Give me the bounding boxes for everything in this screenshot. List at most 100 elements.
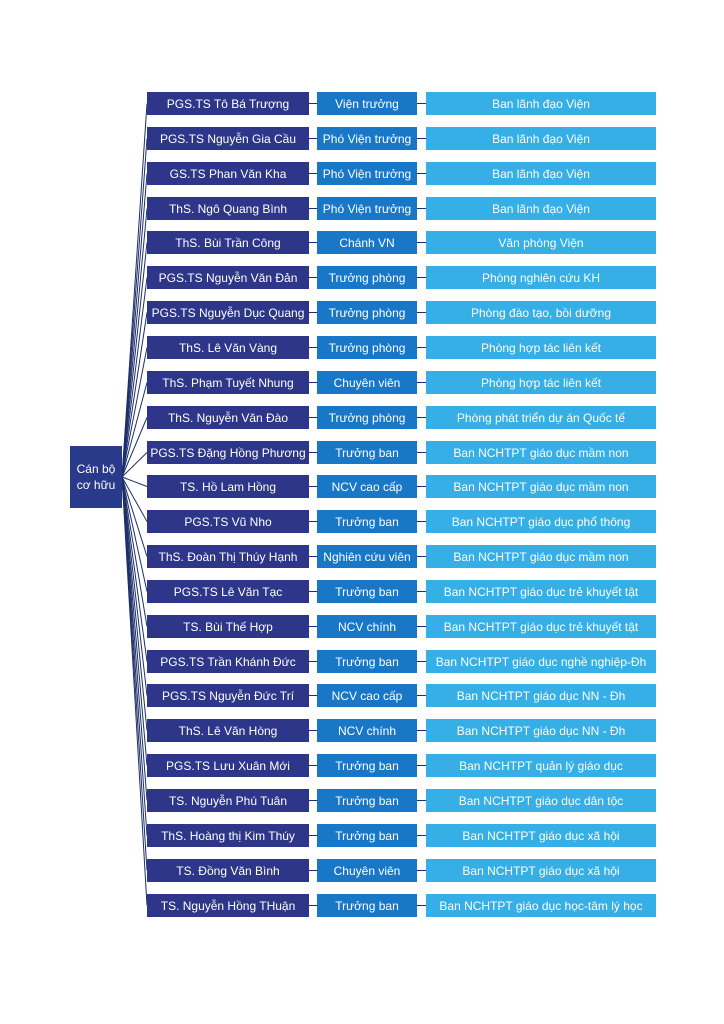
staff-department: Ban lãnh đạo Viện xyxy=(426,197,656,220)
staff-name: ThS. Bùi Trần Công xyxy=(147,231,309,254)
staff-row: PGS.TS Nguyễn Dục Quang Trưởng phòng Phòng… xyxy=(147,301,656,324)
staff-row: PGS.TS Tô Bá Trượng Viện trưởng Ban lãnh đ… xyxy=(147,92,656,115)
staff-role: Chánh VN xyxy=(317,231,417,254)
root-node-can-bo-co-huu: Cán bộ cơ hữu xyxy=(70,446,122,508)
staff-name: TS. Nguyễn Hồng THuận xyxy=(147,894,309,917)
staff-department: Ban NCHTPT giáo dục NN - Đh xyxy=(426,719,656,742)
name-role-connector xyxy=(309,173,317,174)
staff-name: ThS. Lê Văn Hòng xyxy=(147,719,309,742)
name-role-connector xyxy=(309,800,317,801)
staff-name: TS. Nguyễn Phú Tuân xyxy=(147,789,309,812)
name-role-connector xyxy=(309,556,317,557)
role-dept-connector xyxy=(417,486,426,487)
staff-role: Nghiên cứu viên xyxy=(317,545,417,568)
role-dept-connector xyxy=(417,626,426,627)
staff-department: Phòng hợp tác liên kết xyxy=(426,336,656,359)
staff-role: Phó Viện trưởng xyxy=(317,197,417,220)
role-dept-connector xyxy=(417,312,426,313)
staff-row: PGS.TS Nguyễn Đức Trí NCV cao cấp Ban NCHT… xyxy=(147,684,656,707)
staff-row: TS. Bùi Thế Hợp NCV chính Ban NCHTPT giáo … xyxy=(147,615,656,638)
root-label-line1: Cán bộ xyxy=(76,462,116,476)
name-role-connector xyxy=(309,312,317,313)
staff-department: Phòng phát triển dự án Quốc tế xyxy=(426,406,656,429)
staff-role: Trưởng ban xyxy=(317,580,417,603)
root-label-line2: cơ hữu xyxy=(76,478,116,492)
name-role-connector xyxy=(309,242,317,243)
role-dept-connector xyxy=(417,661,426,662)
role-dept-connector xyxy=(417,173,426,174)
staff-role: NCV chính xyxy=(317,719,417,742)
staff-department: Phòng nghiên cứu KH xyxy=(426,266,656,289)
name-role-connector xyxy=(309,138,317,139)
name-role-connector xyxy=(309,452,317,453)
staff-row: ThS. Lê Văn Vàng Trưởng phòng Phòng hợp tá… xyxy=(147,336,656,359)
staff-department: Ban NCHTPT giáo dục mầm non xyxy=(426,441,656,464)
staff-department: Ban lãnh đạo Viện xyxy=(426,127,656,150)
name-role-connector xyxy=(309,277,317,278)
staff-row: ThS. Nguyễn Văn Đào Trưởng phòng Phòng phá… xyxy=(147,406,656,429)
staff-department: Văn phòng Viện xyxy=(426,231,656,254)
staff-row: ThS. Hoàng thị Kim Thúy Trưởng ban Ban NCH… xyxy=(147,824,656,847)
staff-name: GS.TS Phan Văn Kha xyxy=(147,162,309,185)
name-role-connector xyxy=(309,835,317,836)
staff-department: Ban NCHTPT giáo dục xã hội xyxy=(426,824,656,847)
name-role-connector xyxy=(309,347,317,348)
staff-role: NCV cao cấp xyxy=(317,475,417,498)
staff-row: PGS.TS Trần Khánh Đức Trưởng ban Ban NCHTP… xyxy=(147,650,656,673)
branch-line xyxy=(121,476,148,696)
role-dept-connector xyxy=(417,452,426,453)
staff-name: TS. Đồng Văn Bình xyxy=(147,859,309,882)
staff-name: PGS.TS Đặng Hồng Phương xyxy=(147,441,309,464)
staff-row: ThS. Lê Văn Hòng NCV chính Ban NCHTPT giáo… xyxy=(147,719,656,742)
role-dept-connector xyxy=(417,765,426,766)
staff-row: TS. Đồng Văn Bình Chuyên viên Ban NCHTPT g… xyxy=(147,859,656,882)
branch-line xyxy=(121,476,148,557)
staff-row: ThS. Đoàn Thị Thúy Hạnh Nghiên cứu viên Ba… xyxy=(147,545,656,568)
staff-row: TS. Nguyễn Phú Tuân Trưởng ban Ban NCHTPT … xyxy=(147,789,656,812)
staff-name: PGS.TS Lưu Xuân Mới xyxy=(147,754,309,777)
branch-line xyxy=(121,382,148,478)
name-role-connector xyxy=(309,765,317,766)
staff-role: Trưởng phòng xyxy=(317,336,417,359)
staff-name: PGS.TS Vũ Nho xyxy=(147,510,309,533)
staff-department: Phòng hợp tác liên kết xyxy=(426,371,656,394)
staff-role: Phó Viện trưởng xyxy=(317,127,417,150)
staff-name: PGS.TS Nguyễn Gia Cầu xyxy=(147,127,309,150)
branch-line xyxy=(121,476,148,662)
staff-name: PGS.TS Nguyễn Đức Trí xyxy=(147,684,309,707)
branch-line xyxy=(121,476,148,627)
role-dept-connector xyxy=(417,138,426,139)
staff-name: ThS. Hoàng thị Kim Thúy xyxy=(147,824,309,847)
staff-role: Trưởng ban xyxy=(317,510,417,533)
name-role-connector xyxy=(309,521,317,522)
name-role-connector xyxy=(309,730,317,731)
staff-name: PGS.TS Tô Bá Trượng xyxy=(147,92,309,115)
staff-name: PGS.TS Lê Văn Tạc xyxy=(147,580,309,603)
role-dept-connector xyxy=(417,835,426,836)
staff-role: Trưởng ban xyxy=(317,789,417,812)
staff-role: Trưởng phòng xyxy=(317,266,417,289)
role-dept-connector xyxy=(417,382,426,383)
staff-name: ThS. Nguyễn Văn Đào xyxy=(147,406,309,429)
name-role-connector xyxy=(309,208,317,209)
branch-line xyxy=(121,208,148,478)
staff-row: PGS.TS Nguyễn Gia Cầu Phó Viện trưởng Ban … xyxy=(147,127,656,150)
staff-name: PGS.TS Nguyễn Dục Quang xyxy=(147,301,309,324)
staff-name: ThS. Phạm Tuyết Nhung xyxy=(147,371,309,394)
staff-row: PGS.TS Nguyễn Văn Đản Trưởng phòng Phòng n… xyxy=(147,266,656,289)
role-dept-connector xyxy=(417,695,426,696)
staff-role: Viện trưởng xyxy=(317,92,417,115)
staff-role: NCV cao cấp xyxy=(317,684,417,707)
name-role-connector xyxy=(309,382,317,383)
staff-row: TS. Nguyễn Hồng THuận Trưởng ban Ban NCHTP… xyxy=(147,894,656,917)
name-role-connector xyxy=(309,417,317,418)
staff-role: Trưởng ban xyxy=(317,824,417,847)
branch-line xyxy=(121,277,148,478)
name-role-connector xyxy=(309,103,317,104)
staff-department: Phòng đào tạo, bồi dưỡng xyxy=(426,301,656,324)
name-role-connector xyxy=(309,870,317,871)
staff-name: TS. Hồ Lam Hồng xyxy=(147,475,309,498)
branch-line xyxy=(121,417,148,478)
role-dept-connector xyxy=(417,347,426,348)
